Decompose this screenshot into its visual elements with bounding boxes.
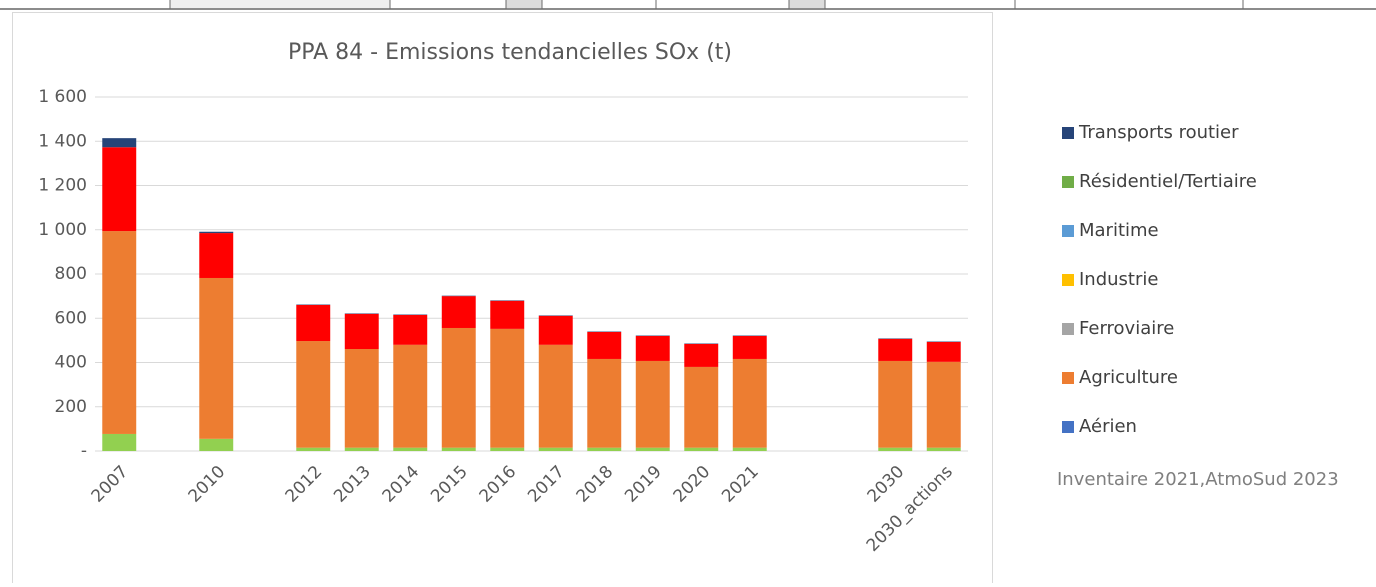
bar-segment <box>393 448 427 451</box>
bar-segment <box>490 301 524 329</box>
y-tick-label: 1 000 <box>38 220 87 240</box>
bar-segment <box>684 448 718 451</box>
annotation: Inventaire 2021,AtmoSud 2023 <box>1057 469 1339 490</box>
legend-swatch <box>1062 372 1074 384</box>
legend-label: Résidentiel/Tertiaire <box>1079 171 1257 192</box>
y-tick-label: 1 400 <box>38 131 87 151</box>
bar-segment <box>684 344 718 367</box>
legend-swatch <box>1062 274 1074 286</box>
bar-segment <box>296 341 330 448</box>
bar-segment <box>927 362 961 448</box>
bar-segment <box>199 233 233 278</box>
bar-segment <box>490 448 524 451</box>
y-tick-label: - <box>81 441 87 461</box>
bar-segment <box>927 448 961 451</box>
legend-swatch <box>1062 176 1074 188</box>
bar-segment <box>636 448 670 451</box>
bar-segment <box>587 332 621 359</box>
bar-segment <box>927 342 961 362</box>
cell <box>789 0 825 8</box>
bar-segment <box>393 345 427 448</box>
legend-label: Aérien <box>1079 416 1137 437</box>
bar-segment <box>102 138 136 147</box>
bar-segment <box>490 329 524 448</box>
legend-label: Maritime <box>1079 220 1159 241</box>
y-tick-label: 600 <box>55 308 87 328</box>
legend-label: Industrie <box>1079 269 1158 290</box>
bar-segment <box>733 336 767 359</box>
y-tick-label: 1 200 <box>38 176 87 196</box>
y-tick-label: 1 600 <box>38 87 87 107</box>
bar-segment <box>587 448 621 451</box>
bar-segment <box>684 367 718 448</box>
legend-swatch <box>1062 323 1074 335</box>
bar-segment <box>442 296 476 328</box>
chart-area <box>13 13 993 584</box>
bar-segment <box>345 448 379 451</box>
bar-segment <box>102 147 136 231</box>
bar-segment <box>199 232 233 233</box>
bar-segment <box>733 448 767 451</box>
cell <box>170 0 390 8</box>
bar-segment <box>587 359 621 448</box>
bar-segment <box>345 314 379 349</box>
legend-label: Agriculture <box>1079 367 1178 388</box>
bar-segment <box>199 439 233 451</box>
legend-swatch <box>1062 421 1074 433</box>
bar-segment <box>878 339 912 361</box>
bar-segment <box>102 231 136 434</box>
bar-segment <box>878 361 912 448</box>
y-tick-label: 800 <box>55 264 87 284</box>
bar-segment <box>539 345 573 448</box>
y-tick-label: 400 <box>55 353 87 373</box>
bar-segment <box>442 328 476 448</box>
bar-segment <box>636 361 670 448</box>
bar-segment <box>199 278 233 439</box>
legend-swatch <box>1062 127 1074 139</box>
bar-segment <box>442 448 476 451</box>
cell <box>506 0 542 8</box>
legend-label: Transports routier <box>1078 122 1239 143</box>
legend-label: Ferroviaire <box>1079 318 1174 339</box>
bar-segment <box>539 448 573 451</box>
bar-segment <box>296 305 330 341</box>
bar-segment <box>878 448 912 451</box>
bar-segment <box>102 434 136 451</box>
chart-title: PPA 84 - Emissions tendancielles SOx (t) <box>288 40 732 65</box>
bar-segment <box>345 349 379 448</box>
bar-segment <box>539 316 573 345</box>
y-tick-label: 200 <box>55 397 87 417</box>
bar-segment <box>296 448 330 451</box>
bar-segment <box>733 359 767 448</box>
legend-swatch <box>1062 225 1074 237</box>
bar-segment <box>393 315 427 345</box>
bar-segment <box>636 336 670 361</box>
